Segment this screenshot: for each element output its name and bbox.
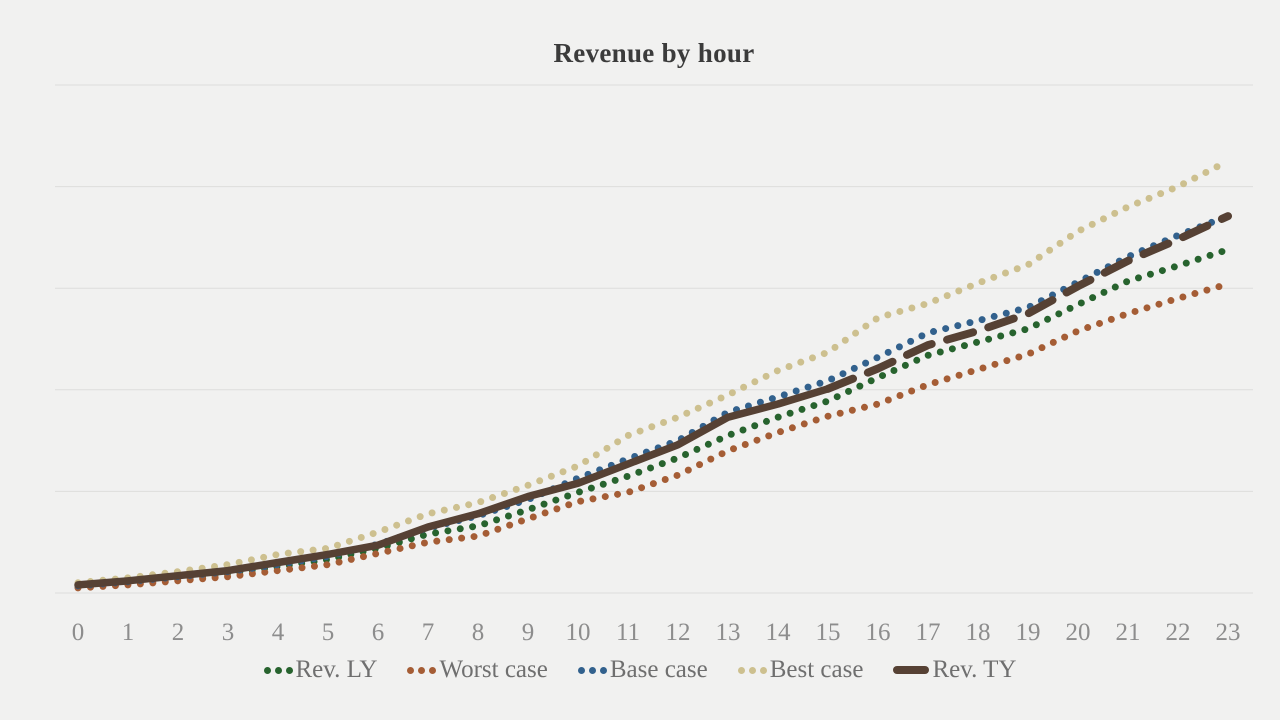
legend-label-best-case: Best case <box>769 656 864 683</box>
series-line-worst-case <box>74 280 1232 592</box>
legend-item-best-case: Best case <box>737 656 864 684</box>
rev-ty-solid-line-marker-icon <box>893 666 930 674</box>
x-axis-label: 14 <box>766 619 792 646</box>
plot-area: 0 1 2 3 4 5 6 7 8 9 10 11 12 13 14 15 16 17 18 19 20 21 22 23 <box>55 84 1253 646</box>
series-line-rev-ly <box>74 246 1232 591</box>
legend-label-rev-ly: Rev. LY <box>295 656 378 683</box>
x-axis-label: 16 <box>866 619 891 646</box>
x-axis-label: 15 <box>816 619 841 646</box>
legend-label-worst-case: Worst case <box>439 656 548 683</box>
x-axis-label: 11 <box>616 619 640 646</box>
legend-item-rev-ly: Rev. LY <box>263 656 378 684</box>
series-line-rev-ty-actual <box>74 385 832 589</box>
x-axis-label: 6 <box>372 619 385 646</box>
base-case-dotted-marker-icon <box>577 666 607 674</box>
x-axis-label: 4 <box>272 619 285 646</box>
legend-label-rev-ty: Rev. TY <box>932 656 1017 683</box>
legend-item-worst-case: Worst case <box>407 656 548 684</box>
best-case-dotted-marker-icon <box>737 666 767 674</box>
worst-case-dotted-marker-icon <box>407 666 437 674</box>
x-axis-label: 1 <box>122 619 135 646</box>
x-axis-label: 10 <box>566 619 591 646</box>
chart-legend: Rev. LY Worst case Base case Best case R… <box>0 656 1280 684</box>
x-axis-label: 20 <box>1066 619 1091 646</box>
rev-ly-dotted-marker-icon <box>263 666 293 674</box>
legend-item-rev-ty: Rev. TY <box>893 656 1016 684</box>
x-axis-label: 17 <box>916 619 941 646</box>
x-axis-label: 8 <box>472 619 485 646</box>
series-line-rev-ty-forecast <box>824 212 1232 393</box>
x-axis-label: 5 <box>322 619 335 646</box>
x-axis-label: 9 <box>522 619 535 646</box>
x-axis-label: 3 <box>222 619 235 646</box>
chart-title: Revenue by hour <box>553 38 755 68</box>
x-axis-label: 19 <box>1016 619 1041 646</box>
x-axis-label: 0 <box>72 619 85 646</box>
x-axis-label: 21 <box>1116 619 1141 646</box>
x-axis-label: 22 <box>1166 619 1191 646</box>
x-axis-label: 13 <box>716 619 741 646</box>
series-line-best-case <box>74 157 1232 587</box>
legend-label-base-case: Base case <box>609 656 708 683</box>
series-line-base-case <box>74 212 1232 590</box>
legend-item-base-case: Base case <box>577 656 708 684</box>
x-axis-label: 2 <box>172 619 185 646</box>
x-axis-label: 18 <box>966 619 991 646</box>
x-axis-label: 23 <box>1216 619 1241 646</box>
x-axis-label: 7 <box>422 619 435 646</box>
x-axis-label: 12 <box>666 619 691 646</box>
